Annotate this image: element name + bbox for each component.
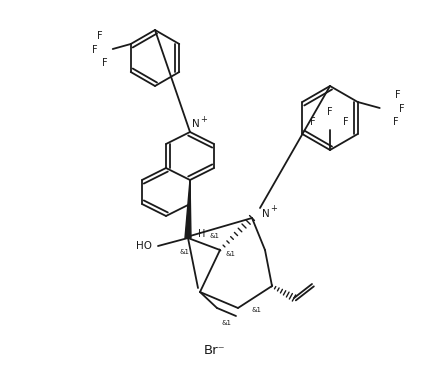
Text: F: F: [102, 58, 108, 68]
Text: N: N: [192, 119, 200, 129]
Text: HO: HO: [136, 241, 152, 251]
Text: F: F: [393, 117, 399, 127]
Text: F: F: [97, 31, 103, 41]
Text: &1: &1: [251, 307, 261, 313]
Text: &1: &1: [209, 233, 219, 239]
Text: &1: &1: [179, 249, 189, 255]
Text: Br⁻: Br⁻: [204, 344, 226, 356]
Text: F: F: [399, 104, 405, 114]
Text: F: F: [327, 107, 333, 117]
Text: N: N: [262, 209, 270, 219]
Text: &1: &1: [221, 320, 231, 326]
Text: &1: &1: [225, 251, 235, 257]
Text: F: F: [310, 117, 316, 127]
Text: +: +: [270, 203, 277, 213]
Text: F: F: [343, 117, 349, 127]
Text: F: F: [395, 90, 400, 100]
Text: F: F: [92, 45, 98, 55]
Text: H: H: [198, 229, 206, 239]
Text: +: +: [200, 114, 207, 124]
Polygon shape: [185, 180, 191, 238]
